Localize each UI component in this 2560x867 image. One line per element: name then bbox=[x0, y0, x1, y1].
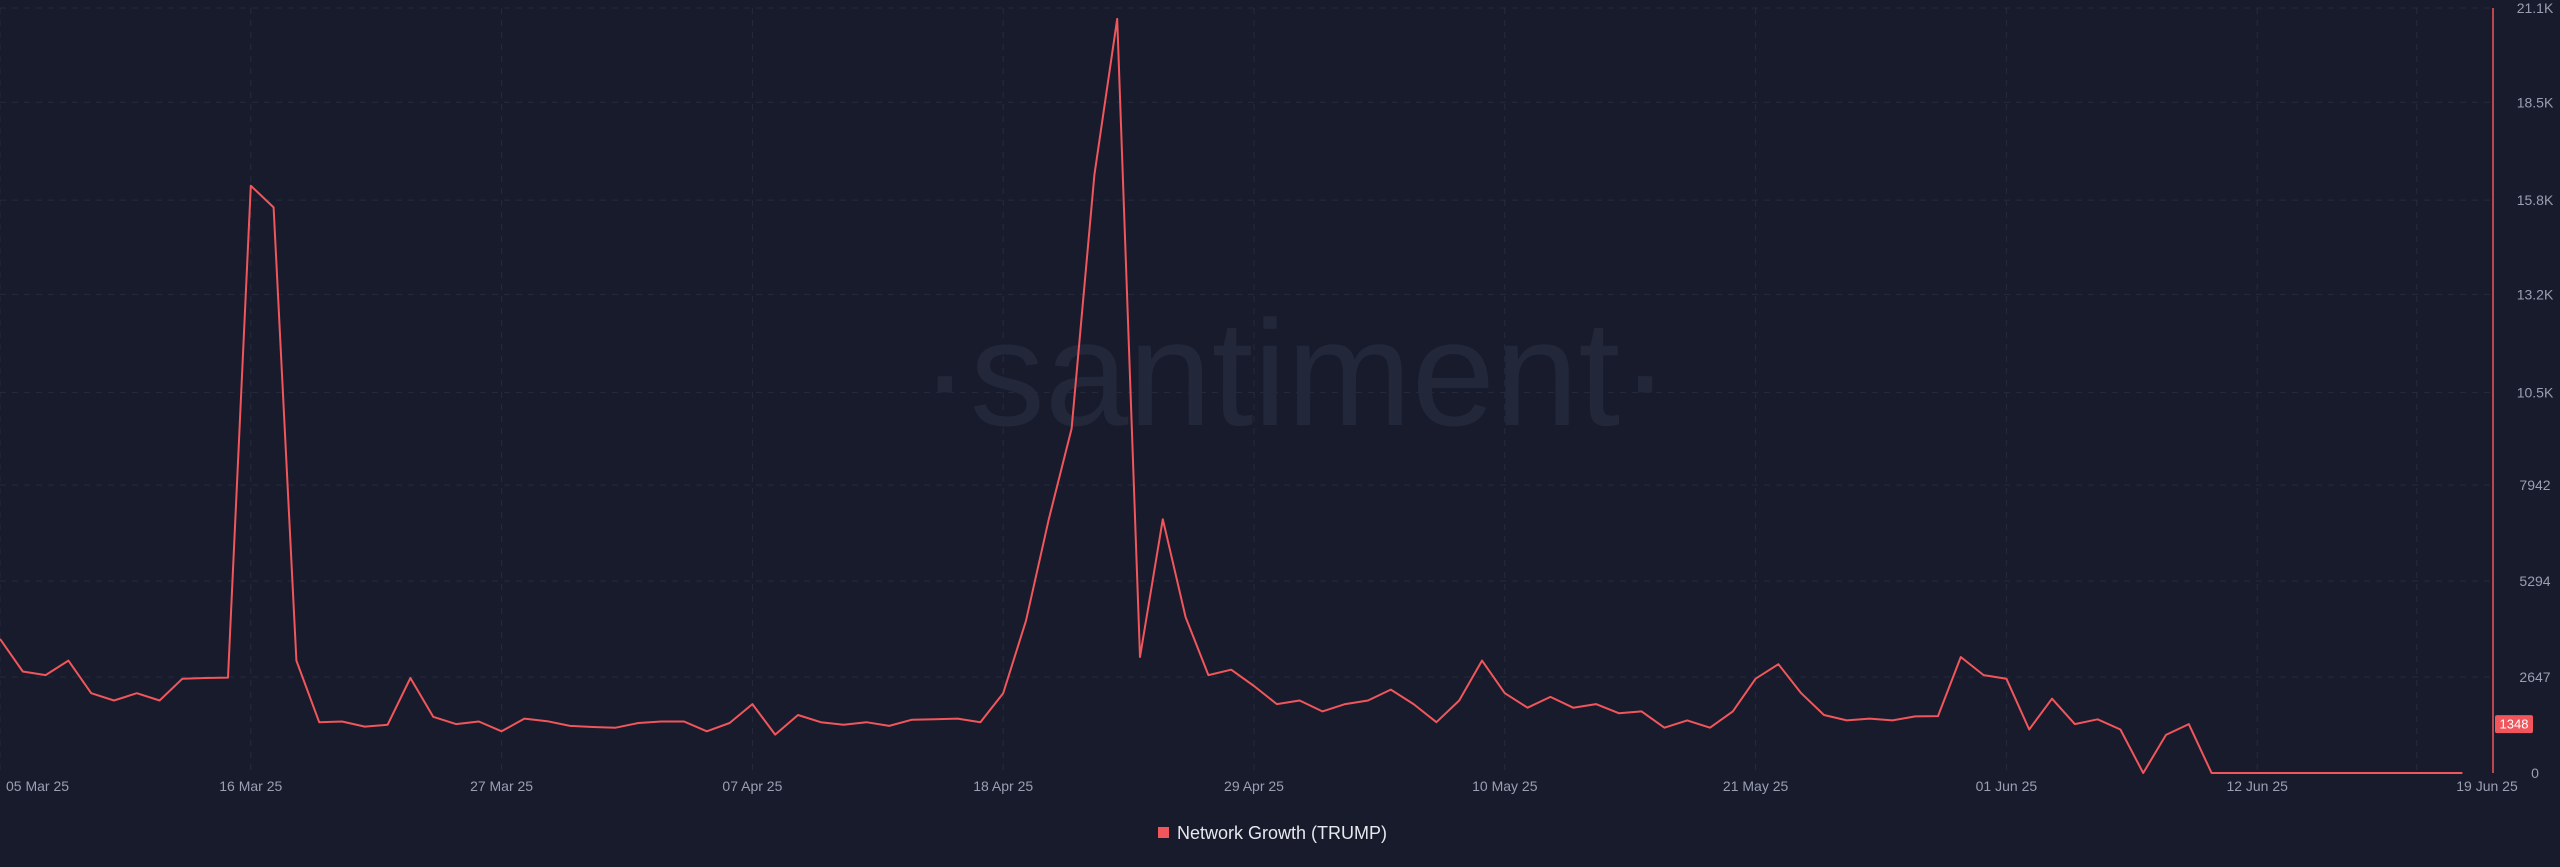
y-axis-ticks: 0 2647 5294 7942 10.5K 13.2K 15.8K 18.5K 21.1K bbox=[2517, 0, 2554, 781]
x-tick-label-7: 21 May 25 bbox=[1723, 778, 1789, 794]
x-tick-label-0: 05 Mar 25 bbox=[6, 778, 69, 794]
y-tick-label-8: 21.1K bbox=[2517, 0, 2554, 16]
y-tick-label-1: 2647 bbox=[2519, 669, 2550, 685]
legend[interactable]: Network Growth (TRUMP) bbox=[1158, 823, 1387, 843]
series-line-network-growth[interactable] bbox=[0, 17, 2463, 774]
last-value-badge-text: 1348 bbox=[2500, 717, 2529, 732]
x-tick-label-1: 16 Mar 25 bbox=[219, 778, 282, 794]
x-tick-label-8: 01 Jun 25 bbox=[1976, 778, 2038, 794]
x-tick-label-4: 18 Apr 25 bbox=[973, 778, 1033, 794]
x-tick-label-10: 19 Jun 25 bbox=[2456, 778, 2518, 794]
y-tick-label-4: 10.5K bbox=[2517, 384, 2554, 400]
x-tick-label-5: 29 Apr 25 bbox=[1224, 778, 1284, 794]
series-layer bbox=[0, 17, 2463, 774]
grid bbox=[0, 7, 2490, 773]
last-value-badge: 1348 bbox=[2495, 715, 2533, 734]
legend-swatch bbox=[1158, 827, 1169, 838]
y-tick-label-5: 13.2K bbox=[2517, 286, 2554, 302]
watermark: ·santiment· bbox=[920, 289, 1670, 457]
y-tick-label-6: 15.8K bbox=[2517, 192, 2554, 208]
legend-label: Network Growth (TRUMP) bbox=[1177, 823, 1387, 843]
y-tick-label-2: 5294 bbox=[2519, 573, 2550, 589]
x-tick-label-6: 10 May 25 bbox=[1472, 778, 1538, 794]
x-tick-label-3: 07 Apr 25 bbox=[722, 778, 782, 794]
x-tick-label-9: 12 Jun 25 bbox=[2226, 778, 2288, 794]
y-tick-label-3: 7942 bbox=[2519, 477, 2550, 493]
x-tick-label-2: 27 Mar 25 bbox=[470, 778, 533, 794]
y-tick-label-7: 18.5K bbox=[2517, 94, 2554, 110]
x-axis-ticks: 05 Mar 25 16 Mar 25 27 Mar 25 07 Apr 25 18 A… bbox=[6, 778, 2518, 794]
last-value-badge-bg bbox=[2495, 715, 2533, 734]
y-tick-label-0: 0 bbox=[2531, 765, 2539, 781]
